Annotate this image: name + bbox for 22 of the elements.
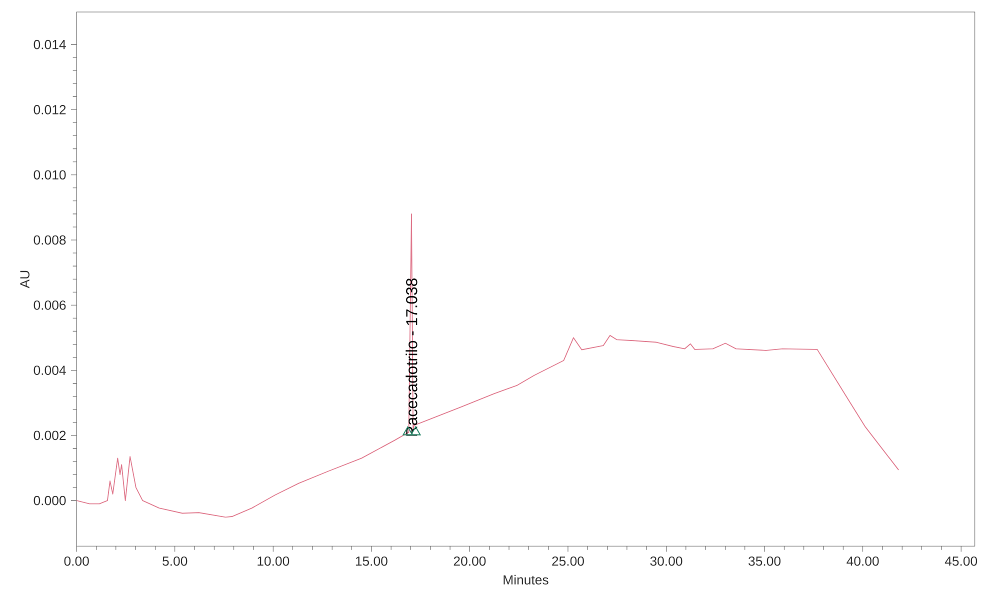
y-tick-label: 0.008 <box>34 235 66 245</box>
y-tick-label: 0.014 <box>34 40 66 50</box>
x-tick-label: 5.00 <box>162 556 188 566</box>
x-tick-label: 0.00 <box>64 556 89 566</box>
x-tick-label: 20.00 <box>454 556 486 566</box>
x-tick-label: 40.00 <box>846 556 879 566</box>
x-tick-label: 45.00 <box>944 556 978 566</box>
x-tick-label: 15.00 <box>356 556 388 566</box>
x-tick-label: 30.00 <box>650 556 682 566</box>
y-axis-title: AU <box>20 271 30 288</box>
y-tick-label: 0.004 <box>34 366 66 376</box>
y-tick-label: 0.006 <box>34 300 66 310</box>
y-tick-label: 0.000 <box>34 496 66 506</box>
y-tick-label: 0.002 <box>34 430 66 440</box>
x-tick-label: 25.00 <box>552 556 584 566</box>
annotation: Racecadotrilo - 17.038 <box>406 278 418 436</box>
x-axis-title: Minutes <box>504 574 548 585</box>
y-tick-label: 0.012 <box>34 105 66 114</box>
x-tick-label: 10.00 <box>258 556 290 566</box>
y-tick-label: 0.010 <box>34 170 66 180</box>
line-series <box>76 214 900 518</box>
x-tick-label: 35.00 <box>748 556 781 566</box>
